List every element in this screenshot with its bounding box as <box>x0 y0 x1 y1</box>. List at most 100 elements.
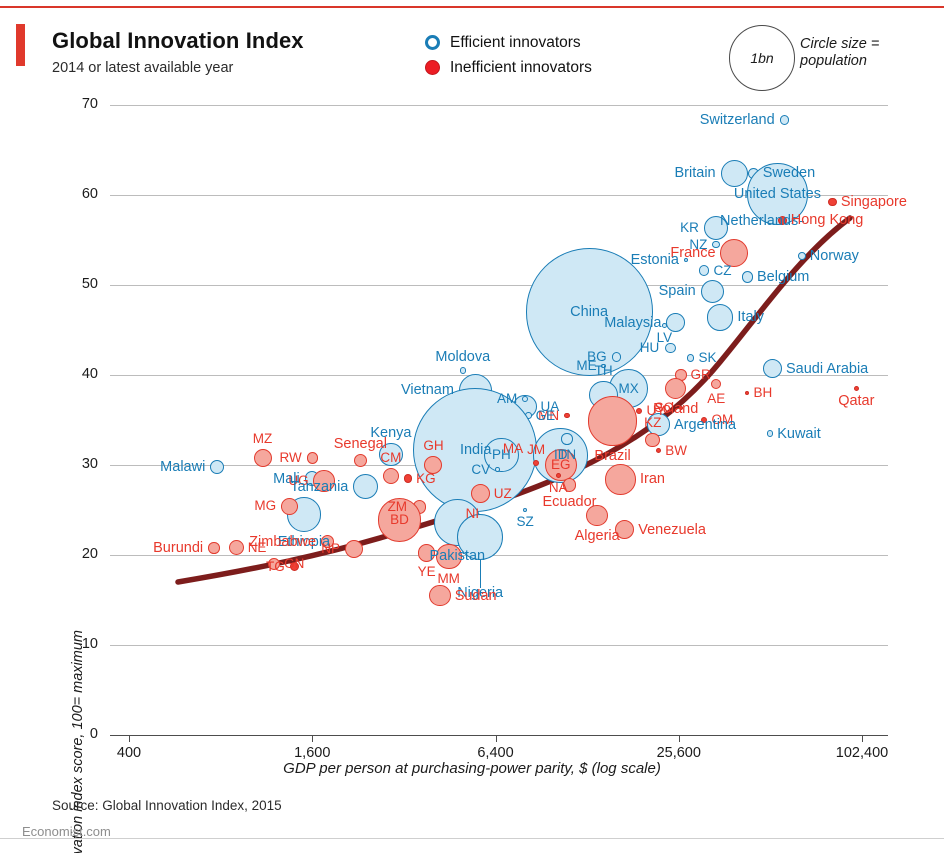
bubble-venezuela[interactable] <box>615 520 635 540</box>
bubble-algeria[interactable] <box>586 504 608 527</box>
bubble-gh[interactable] <box>424 456 443 474</box>
bubble-ne[interactable] <box>228 540 244 556</box>
bubble-ph[interactable] <box>484 437 519 473</box>
bubble-cm[interactable] <box>382 467 400 485</box>
bubble-mn[interactable] <box>564 412 571 419</box>
bubble-poland[interactable] <box>665 377 687 400</box>
bubble-belgium[interactable] <box>741 271 753 283</box>
bubble-cv[interactable] <box>495 467 500 472</box>
bubble-malaysia[interactable] <box>666 313 686 333</box>
y-tick-10: 10 <box>81 636 98 652</box>
point-label-vietnam: Vietnam <box>400 382 454 399</box>
bubble-iran[interactable] <box>605 464 636 495</box>
x-tick-mark-400 <box>129 735 130 742</box>
bubble-ae[interactable] <box>711 378 722 390</box>
bubble-kenya[interactable] <box>379 442 403 466</box>
gridline-50 <box>110 285 888 286</box>
bubble-brazil[interactable] <box>587 396 638 446</box>
bubble-bw[interactable] <box>656 448 662 454</box>
bubble-me[interactable] <box>601 363 606 369</box>
bubble-tn[interactable] <box>561 433 573 445</box>
bubble-uz[interactable] <box>470 484 490 504</box>
bubble-zimbabwe[interactable] <box>321 534 335 549</box>
bubble-sz[interactable] <box>522 507 528 513</box>
bubble-france[interactable] <box>720 238 749 267</box>
size-key-caption: Circle size = population <box>800 36 879 70</box>
bubble-tg[interactable] <box>290 562 300 572</box>
bubble-senegal[interactable] <box>353 453 367 468</box>
point-label-sc: SC <box>654 400 674 416</box>
point-label-kr: KR <box>680 220 699 236</box>
bubble-qatar[interactable] <box>853 385 859 392</box>
bubble-moldova[interactable] <box>459 367 467 374</box>
bubble-nigeria[interactable] <box>456 513 504 561</box>
bubble-ye[interactable] <box>417 544 436 562</box>
bubble-china[interactable] <box>525 248 653 376</box>
point-label-bw: BW <box>665 442 688 458</box>
bubble-am[interactable] <box>522 396 528 403</box>
size-key-line2: population <box>800 53 867 69</box>
point-label-pakistan: Pakistan <box>429 548 486 565</box>
bubble-bh[interactable] <box>745 390 750 396</box>
size-key-circle-icon <box>729 25 795 91</box>
point-label-italy: Italy <box>737 309 764 326</box>
bubble-nz[interactable] <box>712 240 721 249</box>
x-tick-mark-25600 <box>678 735 680 742</box>
bubble-singapore[interactable] <box>828 197 837 207</box>
point-label-cv: CV <box>471 461 491 477</box>
bubble-cz[interactable] <box>698 265 710 277</box>
point-label-om: OM <box>711 412 734 427</box>
bubble-hong-kong[interactable] <box>777 215 787 225</box>
bubble-norway[interactable] <box>798 252 806 261</box>
bubble-na[interactable] <box>555 473 561 479</box>
point-label-hu: HU <box>639 340 660 355</box>
bubble-uy[interactable] <box>636 407 643 415</box>
bubble-united-states[interactable] <box>746 163 809 225</box>
bubble-tanzania[interactable] <box>353 474 379 500</box>
point-label-uz: UZ <box>493 485 512 501</box>
bubble-kuwait[interactable] <box>766 430 774 437</box>
bubble-sudan[interactable] <box>428 584 451 607</box>
bubble-gn[interactable] <box>268 558 281 570</box>
bubble-kz[interactable] <box>645 432 660 447</box>
bubble-switzerland[interactable] <box>779 115 790 126</box>
bubble-rw[interactable] <box>306 452 318 464</box>
bubble-mm[interactable] <box>436 544 462 570</box>
bubble-kr[interactable] <box>704 216 729 241</box>
point-label-tg: TG <box>266 558 285 574</box>
point-label-am: AM <box>497 391 518 407</box>
point-label-china: China <box>570 304 609 320</box>
bubble-jm[interactable] <box>533 460 539 467</box>
point-label-jm: JM <box>527 442 546 458</box>
bubble-italy[interactable] <box>706 304 734 331</box>
bubble-sc[interactable] <box>678 406 683 411</box>
bubble-spain[interactable] <box>700 279 724 303</box>
bubble-mg[interactable] <box>281 497 299 515</box>
point-label-th: TH <box>594 362 613 378</box>
page-title: Global Innovation Index <box>52 28 304 53</box>
bubble-bg[interactable] <box>612 352 622 362</box>
point-label-cm: CM <box>380 449 402 465</box>
bubble-hu[interactable] <box>664 342 676 354</box>
bubble-malawi[interactable] <box>210 459 225 474</box>
bubble-burundi[interactable] <box>208 542 220 554</box>
y-tick-70: 70 <box>81 96 98 112</box>
bubble-np[interactable] <box>345 539 364 558</box>
size-key-value: 1bn <box>750 50 774 66</box>
bubble-om[interactable] <box>700 416 708 424</box>
bubble-kg[interactable] <box>403 474 413 483</box>
bubble-lv[interactable] <box>662 323 668 328</box>
bubble-saudi-arabia[interactable] <box>762 359 782 379</box>
point-label-switzerland: Switzerland <box>699 112 775 129</box>
bubble-mz[interactable] <box>253 448 272 467</box>
bubble-estonia[interactable] <box>683 257 688 262</box>
bubble-ug[interactable] <box>313 470 335 492</box>
bubble-ecuador[interactable] <box>562 477 577 492</box>
bubble-sk[interactable] <box>686 354 695 362</box>
point-label-mx: MX <box>618 380 639 396</box>
point-label-ethiopia: Ethiopia <box>277 533 331 550</box>
bubble-britain[interactable] <box>720 159 749 188</box>
bubble-bd[interactable] <box>377 498 422 542</box>
point-label-zimbabwe: Zimbabwe <box>249 533 317 550</box>
